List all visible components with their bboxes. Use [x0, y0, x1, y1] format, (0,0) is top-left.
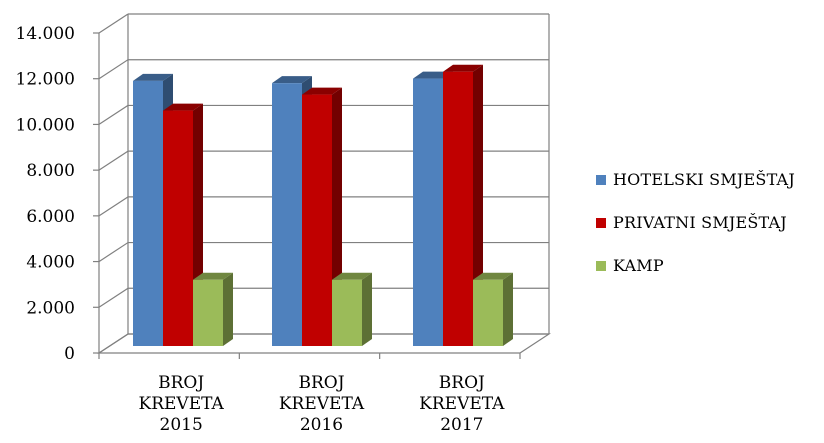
- bar-side-2-2: [503, 272, 513, 346]
- bars: [133, 64, 513, 347]
- bar-top-0-1: [272, 76, 312, 84]
- x-category-label-1-line-0: BROJ: [298, 373, 344, 393]
- legend: HOTELSKI SMJEŠTAJ PRIVATNI SMJEŠTAJ KAMP: [596, 170, 795, 299]
- gridline-depth-1: [98, 287, 129, 308]
- bar-top-1-2: [443, 64, 483, 72]
- x-category-label-0-line-2: 2015: [160, 415, 203, 435]
- bar-2-1: [332, 272, 372, 346]
- x-category-label-0-line-1: KREVETA: [139, 394, 225, 414]
- legend-label-kamp: KAMP: [613, 256, 664, 275]
- bar-front-0-0: [133, 80, 163, 346]
- x-category-label-1-line-1: KREVETA: [279, 394, 365, 414]
- bar-top-2-2: [473, 272, 513, 280]
- bar-front-0-1: [272, 83, 302, 347]
- bar-2-2: [473, 272, 513, 346]
- y-tick-label-5: 10.000: [16, 115, 75, 135]
- chart-walls: [127, 14, 550, 334]
- x-category-label-0-line-0: BROJ: [158, 373, 204, 393]
- x-category-label-2-line-2: 2017: [440, 415, 483, 435]
- legend-swatch-kamp: [596, 260, 606, 271]
- x-category-label-1: BROJ KREVETA 2016: [279, 373, 365, 435]
- y-tick-label-7: 14.000: [16, 24, 75, 44]
- legend-swatch-privatni: [596, 217, 606, 228]
- gridline-depth-5: [98, 104, 129, 125]
- bar-side-2-0: [223, 272, 233, 346]
- bar-front-1-2: [443, 71, 473, 346]
- bar-top-1-1: [302, 87, 342, 95]
- bar-top-2-1: [332, 272, 372, 280]
- bar-top-1-0: [163, 103, 203, 111]
- x-category-label-2: BROJ KREVETA 2017: [419, 373, 505, 435]
- legend-swatch-hotelski: [596, 174, 606, 185]
- y-tick-label-1: 2.000: [26, 298, 75, 318]
- y-tick-label-2: 4.000: [26, 253, 75, 273]
- x-category-label-0: BROJ KREVETA 2015: [139, 373, 225, 435]
- bar-front-2-0: [193, 279, 223, 346]
- bar-2-0: [193, 272, 233, 346]
- bar-front-1-0: [163, 110, 193, 346]
- y-tick-label-3: 6.000: [26, 207, 75, 227]
- gridline-depth-2: [98, 242, 129, 263]
- x-category-label-2-line-1: KREVETA: [419, 394, 505, 414]
- gridline-depth-6: [98, 59, 129, 80]
- gridline-depth-3: [98, 196, 129, 217]
- legend-item-privatni: PRIVATNI SMJEŠTAJ: [596, 213, 795, 232]
- y-tick-label-6: 12.000: [16, 70, 75, 90]
- gridline-depth-7: [98, 13, 129, 34]
- bar-side-2-1: [362, 272, 372, 346]
- legend-label-privatni: PRIVATNI SMJEŠTAJ: [613, 213, 787, 232]
- legend-item-hotelski: HOTELSKI SMJEŠTAJ: [596, 170, 795, 189]
- legend-label-hotelski: HOTELSKI SMJEŠTAJ: [613, 170, 795, 189]
- bar-top-0-0: [133, 73, 173, 81]
- bar-front-0-2: [413, 78, 443, 347]
- bar-front-1-1: [302, 94, 332, 346]
- axes: [93, 32, 552, 359]
- x-category-label-2-line-0: BROJ: [439, 373, 485, 393]
- gridline-depth-4: [98, 150, 129, 171]
- y-tick-label-0: 0: [64, 344, 75, 364]
- y-tick-labels: 0 2.000 4.000 6.000 8.000 10.000 12.000 14.000: [16, 24, 75, 364]
- x-category-label-1-line-2: 2016: [300, 415, 343, 435]
- y-tick-label-4: 8.000: [26, 161, 75, 181]
- bar-top-2-0: [193, 272, 233, 280]
- bar-front-2-1: [332, 279, 362, 346]
- legend-item-kamp: KAMP: [596, 256, 795, 275]
- bar-front-2-2: [473, 279, 503, 346]
